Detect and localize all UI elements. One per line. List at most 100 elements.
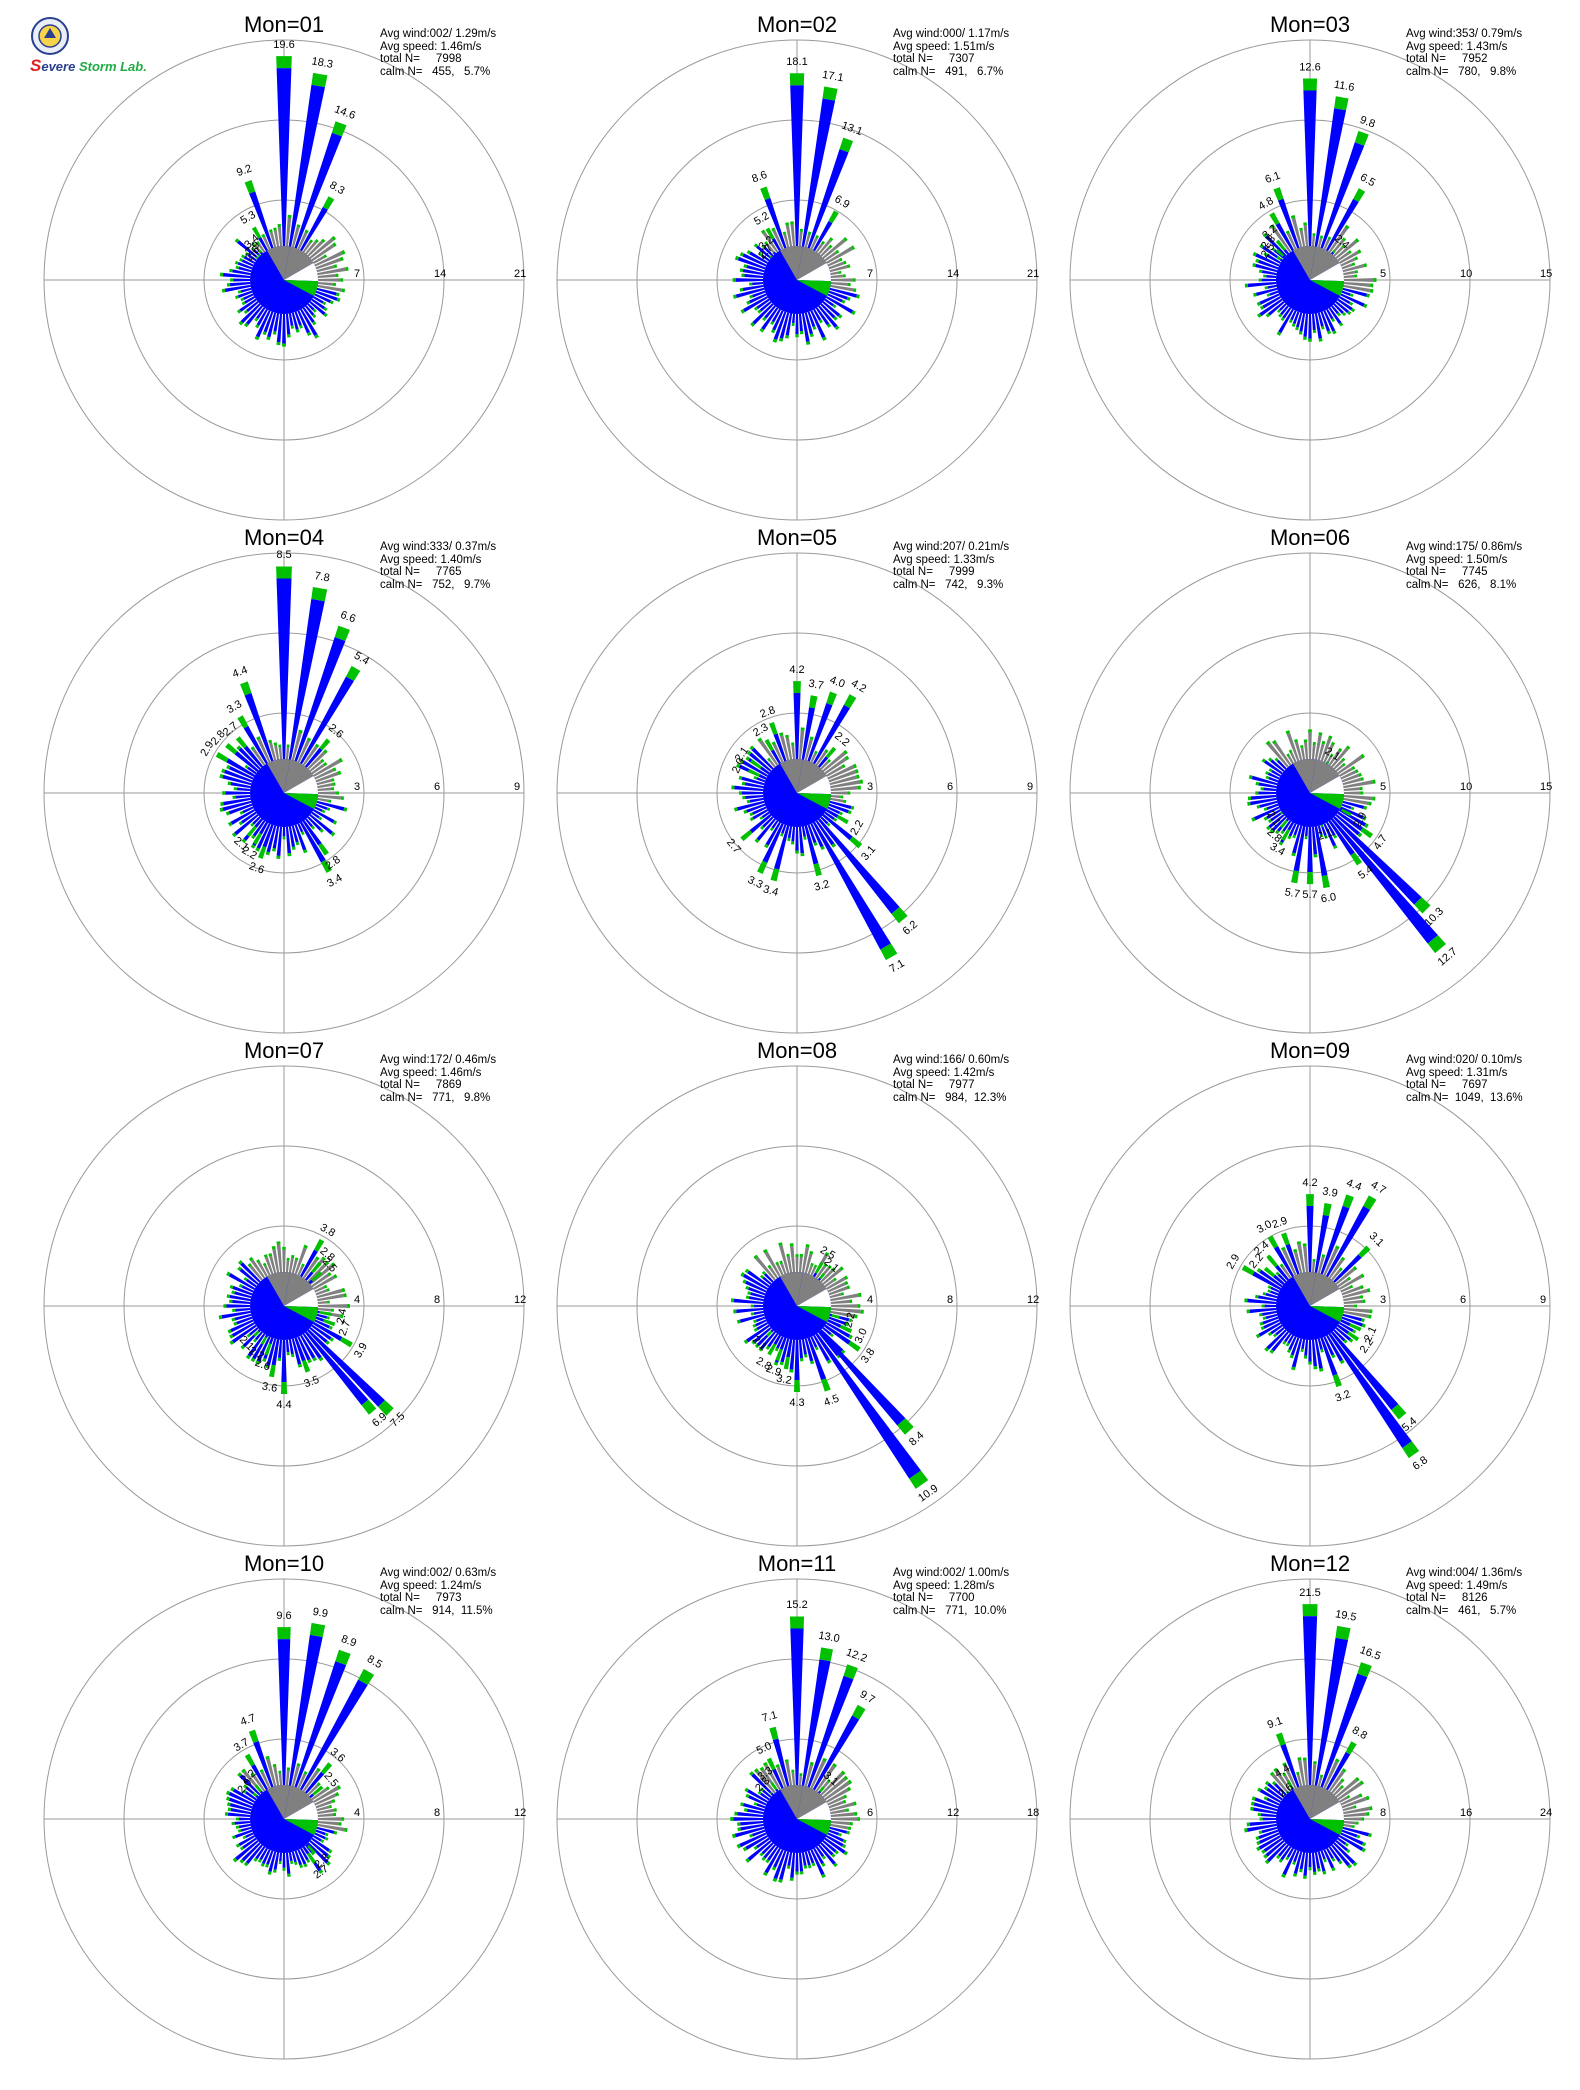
wind-petal-minor-cap	[753, 776, 758, 780]
wind-petal-minor-cap	[287, 334, 291, 338]
wind-petal-minor-cap	[246, 1333, 251, 1338]
wind-petal-minor-cap	[1344, 1842, 1349, 1847]
wind-petal-minor	[1323, 823, 1337, 847]
wind-petal-minor	[829, 800, 852, 810]
wind-petal-minor-cap	[237, 1266, 242, 1271]
wind-rose-chart: 4 8 123.82.82.56.97.53.53.92.72.44.43.62.6…	[43, 1065, 526, 1547]
wind-petal-minor	[1286, 1847, 1294, 1858]
wind-petal-cap	[849, 836, 863, 849]
wind-petal-minor	[801, 313, 810, 342]
wind-petal	[1282, 254, 1286, 259]
wind-petal-minor-cap	[738, 775, 743, 780]
wind-petal-minor	[1343, 1820, 1356, 1825]
wind-petal-minor	[262, 236, 271, 250]
wind-petal-minor	[752, 806, 767, 815]
wind-petal-minor	[224, 769, 253, 783]
petal-value-label: 4.2	[849, 677, 868, 695]
wind-petal-minor-cap	[739, 251, 744, 257]
wind-petal-minor-cap	[749, 1771, 754, 1776]
wind-petal-minor	[1341, 1316, 1363, 1327]
wind-petal-minor	[760, 1792, 770, 1801]
wind-petal-minor-cap	[1282, 1772, 1287, 1777]
wind-petal-minor	[307, 816, 322, 831]
wind-petal-minor-cap	[757, 1790, 762, 1795]
wind-petal-minor-cap	[840, 795, 844, 799]
wind-petal-minor-cap	[233, 787, 237, 791]
wind-petal	[315, 1316, 324, 1322]
wind-petal-minor	[830, 284, 854, 292]
wind-petal-minor-cap	[296, 224, 301, 229]
wind-petal-minor-cap	[1364, 823, 1369, 829]
wind-petal-cap	[1341, 808, 1352, 817]
wind-petal-minor-cap	[253, 1338, 257, 1343]
wind-petal-minor	[820, 1772, 844, 1796]
wind-petal	[1287, 821, 1295, 831]
wind-petal-minor	[778, 1851, 790, 1880]
wind-petal-minor-cap	[1265, 313, 1270, 318]
wind-petal-minor	[1287, 233, 1297, 250]
wind-petal-minor	[815, 243, 824, 253]
wind-petal-minor	[830, 1304, 858, 1308]
wind-petal-minor	[314, 1319, 330, 1329]
wind-petal-minor-cap	[856, 294, 860, 299]
petal-value-label: 3.7	[232, 1736, 251, 1754]
wind-petal-minor-cap	[290, 1860, 294, 1865]
wind-petal-minor	[311, 1324, 332, 1341]
wind-petal-minor	[1304, 742, 1309, 760]
wind-petal-minor-cap	[742, 1279, 747, 1284]
wind-petal-minor	[1328, 1259, 1344, 1279]
wind-petal-minor-cap	[1347, 250, 1352, 255]
petal-value-label: 2.2	[832, 730, 851, 749]
wind-petal-minor	[1308, 313, 1312, 339]
wind-petal-minor	[1281, 1266, 1292, 1279]
wind-petal-minor-cap	[1263, 807, 1268, 812]
wind-petal-minor-cap	[778, 1242, 783, 1247]
wind-petal-minor	[309, 814, 334, 835]
wind-petal-minor	[1337, 1837, 1347, 1845]
wind-petal-minor	[1293, 1251, 1303, 1274]
wind-petal-cap	[1414, 897, 1431, 914]
wind-stat-line: Avg speed: 1.31m/s	[1406, 1066, 1508, 1079]
petal-value-label: 19.5	[1334, 1608, 1357, 1624]
wind-petal-minor	[1296, 1774, 1303, 1787]
wind-petal-minor-cap	[771, 741, 776, 746]
wind-petal	[1303, 90, 1317, 247]
ring-tick-label: 9	[1540, 1294, 1546, 1306]
wind-petal	[804, 825, 819, 865]
wind-petal-minor-cap	[227, 781, 232, 786]
wind-petal	[1325, 1205, 1371, 1278]
wind-petal-minor-cap	[1267, 1289, 1271, 1293]
wind-petal-minor-cap	[255, 324, 260, 329]
wind-petal-minor	[234, 1291, 252, 1299]
wind-stat-line: calm N= 1049, 13.6%	[1406, 1091, 1523, 1104]
wind-petal-minor-cap	[299, 1864, 304, 1869]
wind-petal-minor	[1266, 274, 1277, 279]
wind-petal-minor-cap	[328, 1325, 333, 1330]
wind-petal-minor-cap	[341, 1287, 346, 1293]
wind-stats: Avg wind:002/ 0.63m/s Avg speed: 1.24m/s t…	[380, 1567, 496, 1617]
wind-petal-cap	[843, 694, 857, 709]
wind-petal-minor	[256, 823, 271, 849]
wind-petal-minor-cap	[734, 255, 739, 261]
wind-petal-minor	[763, 1844, 776, 1859]
wind-stat-line: Avg speed: 1.46m/s	[380, 40, 482, 53]
wind-petal-minor-cap	[809, 1761, 814, 1766]
wind-petal-minor-cap	[795, 334, 799, 338]
wind-petal-minor-cap	[339, 256, 344, 262]
wind-petal-minor-cap	[1312, 742, 1316, 746]
wind-petal-minor-cap	[821, 1873, 826, 1879]
wind-petal-minor-cap	[800, 1358, 804, 1362]
wind-petal-minor	[764, 1847, 781, 1874]
wind-petal-cap	[319, 738, 331, 751]
wind-petal-minor	[1266, 1787, 1283, 1801]
wind-petal-minor	[1343, 281, 1371, 288]
wind-petal-minor-cap	[1366, 293, 1370, 298]
wind-petal-minor-cap	[1296, 1771, 1300, 1776]
wind-petal-minor	[1261, 270, 1277, 276]
wind-petal-minor	[1267, 743, 1289, 768]
wind-petal-minor	[773, 744, 784, 763]
wind-petal-minor-cap	[738, 791, 742, 795]
wind-petal-minor-cap	[1355, 1776, 1360, 1782]
petal-value-label: 8.4	[907, 1429, 926, 1448]
calm-sector	[1293, 1785, 1316, 1819]
